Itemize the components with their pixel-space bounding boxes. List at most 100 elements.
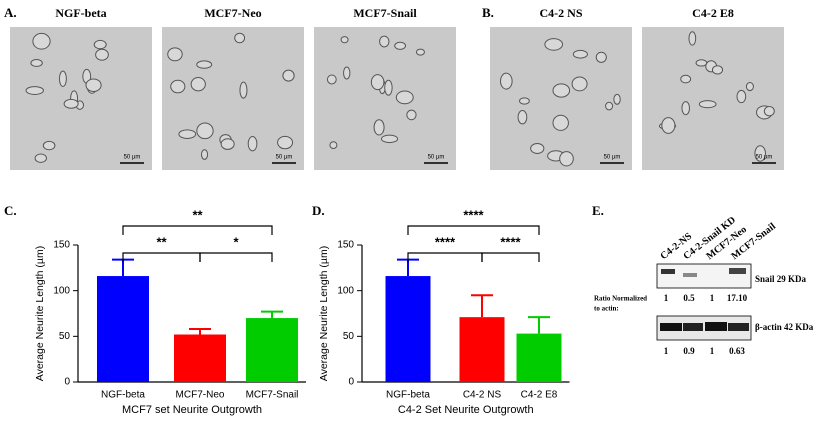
x-tick-label: MCF7-Snail bbox=[246, 390, 299, 401]
cell bbox=[167, 47, 183, 62]
panel-label: A. bbox=[4, 5, 17, 20]
cell bbox=[63, 98, 79, 109]
cell bbox=[763, 105, 775, 117]
cell bbox=[340, 36, 349, 44]
significance-label: * bbox=[233, 234, 239, 249]
y-axis-title: Average Neurite Length (µm) bbox=[318, 246, 330, 381]
blot-box bbox=[656, 263, 752, 289]
ratio-value: 0.5 bbox=[683, 293, 695, 303]
cell bbox=[572, 49, 588, 59]
ratio-value: 1 bbox=[664, 346, 669, 356]
micrographs: NGF-beta 50 µm MCF7-Neo 50 µm MCF7-Snail 50 µ… bbox=[10, 6, 784, 170]
significance-bracket bbox=[122, 225, 273, 235]
band bbox=[705, 322, 727, 331]
cell bbox=[234, 32, 246, 44]
cell bbox=[395, 90, 414, 105]
ratio-label: to actin: bbox=[594, 305, 619, 313]
significance-bracket bbox=[199, 252, 273, 262]
cell bbox=[220, 138, 235, 150]
y-tick-label: 50 bbox=[343, 331, 355, 342]
cell bbox=[552, 83, 571, 98]
cell bbox=[500, 72, 513, 90]
significance-label: **** bbox=[500, 234, 521, 249]
bar bbox=[97, 276, 149, 382]
y-axis-title: Average Neurite Length (µm) bbox=[34, 246, 46, 381]
cell bbox=[530, 142, 545, 154]
cell bbox=[680, 74, 692, 84]
y-tick-label: 0 bbox=[348, 377, 354, 388]
cell bbox=[406, 109, 417, 121]
western-blot: Snail 29 KDa β-actin 42 KDa Ratio Normal… bbox=[594, 215, 814, 356]
band bbox=[729, 268, 746, 274]
image-title: MCF7-Neo bbox=[204, 6, 261, 20]
bar bbox=[516, 333, 562, 382]
cell bbox=[384, 79, 393, 96]
cell bbox=[42, 140, 56, 151]
cell bbox=[196, 122, 214, 140]
band bbox=[683, 323, 703, 331]
ratio-value: 1 bbox=[664, 293, 669, 303]
cell bbox=[754, 145, 766, 162]
bar bbox=[459, 317, 505, 382]
cell bbox=[559, 151, 574, 167]
cell bbox=[552, 114, 569, 131]
cell bbox=[32, 32, 51, 50]
cell bbox=[178, 129, 197, 139]
ratio-value: 17.10 bbox=[727, 293, 748, 303]
x-tick-label: NGF-beta bbox=[386, 390, 430, 401]
cell bbox=[517, 109, 528, 125]
cell bbox=[595, 51, 607, 63]
cell bbox=[613, 93, 621, 105]
cell bbox=[394, 41, 407, 50]
cell bbox=[247, 136, 258, 152]
cell bbox=[95, 48, 109, 61]
band bbox=[660, 323, 682, 331]
cell bbox=[605, 101, 614, 111]
cell bbox=[695, 59, 708, 67]
ratio-label: Ratio Normalized bbox=[594, 295, 647, 303]
x-axis-title: C4-2 Set Neurite Outgrowth bbox=[398, 404, 534, 416]
image-title: MCF7-Snail bbox=[353, 6, 417, 20]
band bbox=[728, 323, 749, 331]
cell bbox=[661, 117, 676, 134]
panel-label: B. bbox=[482, 5, 494, 20]
cell bbox=[200, 149, 209, 160]
cell bbox=[239, 81, 248, 99]
cell bbox=[415, 48, 425, 56]
cell bbox=[190, 77, 206, 92]
image-title: C4-2 E8 bbox=[692, 6, 734, 20]
cell bbox=[30, 59, 43, 67]
scale-bar-label: 50 µm bbox=[428, 155, 445, 161]
cell bbox=[519, 97, 530, 105]
cell bbox=[370, 74, 385, 91]
significance-label: ** bbox=[156, 234, 167, 249]
micrograph bbox=[314, 27, 456, 170]
significance-bracket bbox=[407, 252, 483, 262]
band bbox=[661, 269, 675, 274]
significance-bracket bbox=[407, 225, 540, 235]
cell bbox=[25, 86, 44, 95]
cell bbox=[85, 78, 102, 92]
ratio-value: 1 bbox=[710, 346, 715, 356]
ratio-value: 1 bbox=[710, 293, 715, 303]
panel-label: E. bbox=[592, 203, 604, 218]
scale-bar-label: 50 µm bbox=[124, 155, 141, 161]
bar bbox=[174, 334, 226, 382]
cell bbox=[379, 35, 390, 48]
y-tick-label: 100 bbox=[53, 285, 70, 296]
scale-bar-label: 50 µm bbox=[756, 155, 773, 161]
cell bbox=[736, 89, 747, 104]
cell bbox=[698, 100, 717, 109]
y-tick-label: 50 bbox=[59, 331, 71, 342]
cell bbox=[343, 66, 351, 80]
x-tick-label: NGF-beta bbox=[101, 390, 145, 401]
cell bbox=[170, 79, 186, 94]
bar bbox=[385, 276, 431, 382]
y-tick-label: 150 bbox=[337, 240, 354, 251]
band bbox=[683, 273, 697, 277]
significance-label: **** bbox=[463, 207, 484, 222]
x-tick-label: C4-2 E8 bbox=[521, 390, 558, 401]
cell bbox=[380, 134, 399, 144]
image-title: NGF-beta bbox=[55, 6, 106, 20]
